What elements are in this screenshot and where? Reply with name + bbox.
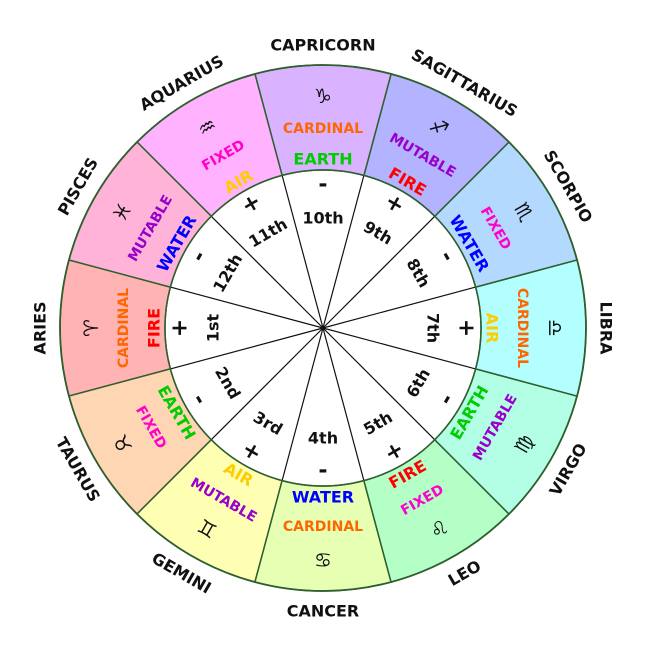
polarity-scorpio: - xyxy=(434,246,460,266)
house-number-gemini: 3rd xyxy=(250,407,286,439)
house-divider xyxy=(170,327,324,370)
house-number-aquarius: 11th xyxy=(245,214,290,251)
sign-name-capricorn: CAPRICORN xyxy=(270,36,375,55)
house-divider xyxy=(322,327,365,481)
house-divider xyxy=(322,327,476,370)
house-number-virgo: 6th xyxy=(402,365,434,401)
polarity-cancer: - xyxy=(318,459,327,484)
sign-glyph-capricorn-icon: ♑ xyxy=(314,84,332,108)
element-label-cancer: WATER xyxy=(292,488,354,507)
sign-name-cancer: CANCER xyxy=(287,602,360,621)
inner-ring-border xyxy=(164,169,482,487)
sign-name-leo: LEO xyxy=(445,556,485,590)
sign-glyph-aries-icon: ♈ xyxy=(79,319,103,337)
element-label-libra: AIR xyxy=(483,313,502,344)
element-label-aries: FIRE xyxy=(145,308,164,348)
sign-name-libra: LIBRA xyxy=(597,301,616,355)
polarity-aries: + xyxy=(168,319,193,337)
quality-label-capricorn: CARDINAL xyxy=(283,121,363,137)
quality-label-cancer: CARDINAL xyxy=(283,519,363,535)
house-divider xyxy=(170,286,324,329)
house-number-aries: 1st xyxy=(204,314,223,343)
house-divider xyxy=(210,327,324,441)
sign-glyph-cancer-icon: ♋ xyxy=(314,548,332,572)
polarity-pisces: - xyxy=(186,246,212,266)
outer-ring-border xyxy=(59,64,587,592)
element-label-capricorn: EARTH xyxy=(293,150,352,169)
house-number-capricorn: 10th xyxy=(302,209,343,228)
house-divider xyxy=(322,215,436,329)
sign-glyph-libra-icon: ♎ xyxy=(543,319,567,337)
house-divider xyxy=(210,215,324,329)
sign-name-aries: ARIES xyxy=(31,301,50,354)
quality-label-aries: CARDINAL xyxy=(116,288,132,368)
house-number-taurus: 2nd xyxy=(211,364,244,403)
house-divider xyxy=(281,327,324,481)
house-number-sagittarius: 9th xyxy=(360,217,396,249)
house-number-leo: 5th xyxy=(360,407,396,439)
house-divider xyxy=(322,175,365,329)
house-number-scorpio: 8th xyxy=(402,255,434,291)
house-number-libra: 7th xyxy=(424,313,443,343)
quality-label-libra: CARDINAL xyxy=(514,288,530,368)
house-number-cancer: 4th xyxy=(308,429,338,448)
inner-house-ring xyxy=(59,64,587,592)
house-divider xyxy=(322,286,476,329)
polarity-taurus: - xyxy=(186,389,212,409)
polarity-capricorn: - xyxy=(318,173,327,198)
polarity-libra: + xyxy=(454,319,479,337)
house-divider xyxy=(322,327,436,441)
house-number-pisces: 12th xyxy=(209,250,246,295)
house-divider xyxy=(281,175,324,329)
polarity-virgo: - xyxy=(434,389,460,409)
